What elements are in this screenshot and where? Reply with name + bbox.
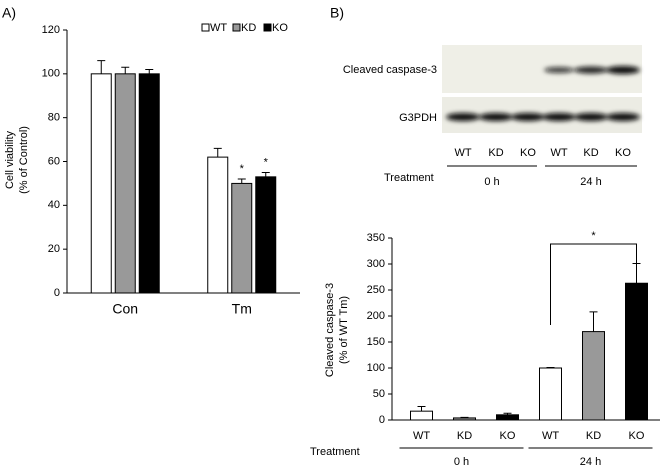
x-tick-label: Tm: [232, 301, 252, 317]
y-tick-label: 0: [54, 287, 60, 299]
y-axis-label-line: (% of WT Tm): [338, 296, 350, 364]
y-tick-label: 50: [373, 388, 385, 400]
bar: [453, 417, 476, 421]
bar: [207, 156, 229, 294]
bar: [255, 176, 277, 294]
bar: [539, 367, 562, 421]
y-tick-label: 0: [379, 414, 385, 426]
y-tick-label: 60: [48, 155, 60, 167]
western-blot: Cleaved caspase-3 G3PDH WT KD KO WT KD K…: [343, 45, 642, 188]
significance-mark: *: [240, 163, 245, 175]
band-label: G3PDH: [399, 112, 437, 124]
y-tick-label: 120: [42, 24, 60, 36]
group-title: Treatment: [310, 446, 360, 458]
y-tick-label: 300: [367, 258, 385, 270]
error-bar: [261, 171, 270, 177]
lane-label: KO: [615, 147, 631, 159]
error-bar: [503, 412, 512, 415]
y-tick-label: 100: [367, 362, 385, 374]
x-tick-label: KD: [586, 430, 601, 442]
y-tick-label: 350: [367, 232, 385, 244]
legend-label: KD: [241, 22, 256, 34]
x-tick-label: KO: [500, 430, 516, 442]
error-bar: [145, 68, 154, 74]
y-tick-label: 250: [367, 284, 385, 296]
y-tick-label: 150: [367, 336, 385, 348]
y-axis-label-line: (% of Control): [18, 126, 30, 194]
bar: [90, 73, 112, 294]
lane-label: KD: [488, 147, 503, 159]
y-tick-label: 100: [42, 68, 60, 80]
bar: [138, 73, 160, 294]
error-bar: [417, 405, 426, 412]
lane-label: KD: [583, 147, 598, 159]
y-tick-label: 40: [48, 199, 60, 211]
legend-swatch: [263, 23, 272, 32]
error-bar: [121, 66, 130, 74]
x-tick-label: WT: [542, 430, 559, 442]
x-tick-label: KO: [629, 430, 645, 442]
error-bar: [460, 416, 469, 418]
significance-mark: *: [591, 230, 596, 242]
bar: [582, 331, 605, 421]
group-label: 24 h: [580, 456, 601, 468]
y-axis-label-line: Cell viability: [4, 130, 16, 189]
bar: [625, 282, 648, 421]
x-tick-label: KD: [457, 430, 472, 442]
y-tick-label: 20: [48, 243, 60, 255]
group-label: 0 h: [454, 456, 469, 468]
bar: [496, 414, 519, 421]
panel-label: B): [330, 5, 344, 21]
lane-label: WT: [454, 147, 471, 159]
y-axis-label-line: Cleaved caspase-3: [324, 283, 336, 377]
error-bar: [589, 311, 598, 332]
panel-label: A): [2, 5, 16, 21]
x-tick-label: WT: [413, 430, 430, 442]
lane-label: KO: [520, 147, 536, 159]
y-tick-label: 200: [367, 310, 385, 322]
y-tick-label: 80: [48, 112, 60, 124]
error-bar: [213, 147, 222, 158]
group-label: 24 h: [580, 176, 601, 188]
significance-mark: *: [264, 156, 269, 168]
error-bar: [237, 178, 246, 184]
error-bar: [632, 262, 641, 284]
band-label: Cleaved caspase-3: [343, 64, 437, 76]
y-axis-label: Cell viability (% of Control): [4, 126, 30, 194]
y-axis-label: Cleaved caspase-3 (% of WT Tm): [324, 283, 350, 377]
x-tick-label: Con: [112, 301, 138, 317]
legend-label: KO: [272, 22, 288, 34]
error-bar: [546, 366, 555, 368]
group-title: Treatment: [384, 172, 434, 184]
legend-swatch: [232, 23, 241, 32]
bar: [410, 410, 433, 421]
bar: [114, 73, 136, 294]
lane-label: WT: [550, 147, 567, 159]
legend-label: WT: [210, 22, 227, 34]
group-label: 0 h: [484, 176, 499, 188]
bar: [231, 182, 253, 294]
significance-bracket: [550, 243, 637, 325]
error-bar: [97, 60, 106, 74]
legend-swatch: [201, 23, 210, 32]
